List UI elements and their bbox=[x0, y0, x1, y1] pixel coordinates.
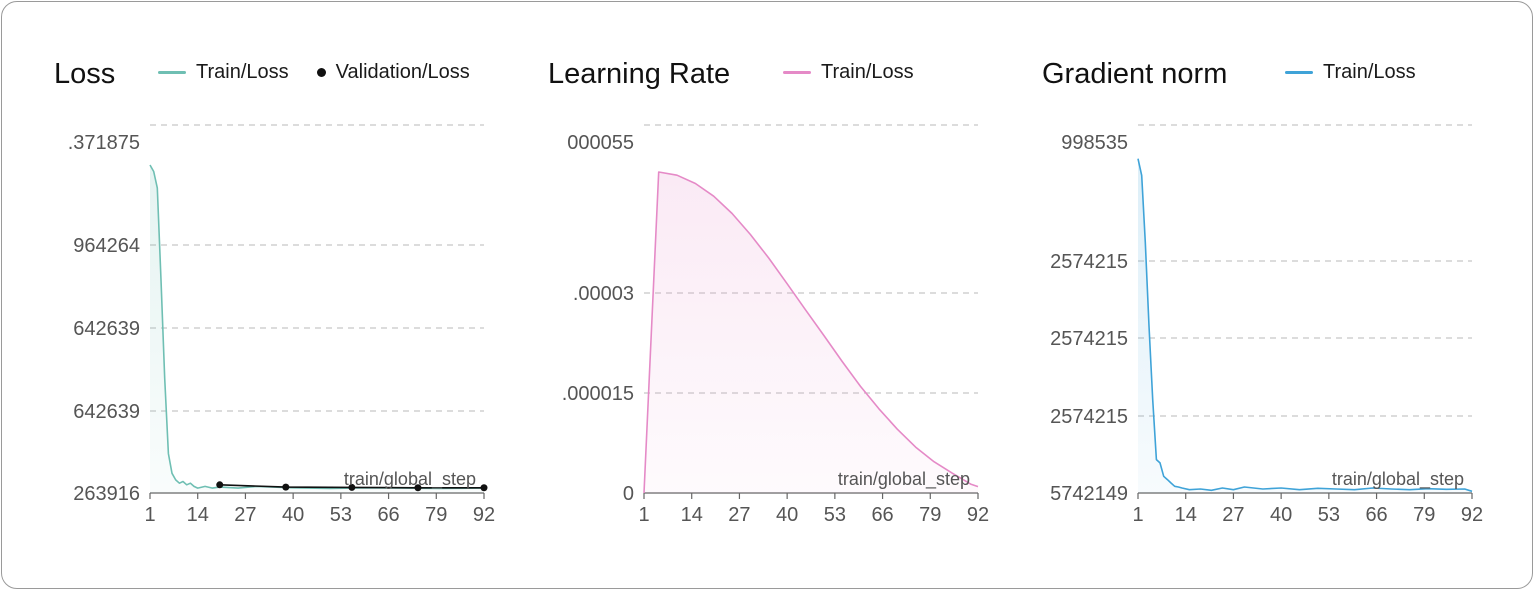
legend-swatch bbox=[783, 71, 811, 74]
y-tick-label: 642639 bbox=[73, 318, 140, 340]
legend-label: Train/Loss bbox=[196, 61, 289, 83]
x-tick-label: 27 bbox=[234, 504, 256, 526]
x-axis-label: train/global_step bbox=[1332, 469, 1464, 490]
x-tick-label: 79 bbox=[1413, 504, 1435, 526]
x-tick-label: 53 bbox=[824, 504, 846, 526]
gradient-norm-chart-panel: Gradient norm Train/Loss 998535 2574215 25… bbox=[1042, 42, 1512, 552]
legend-label: Train/Loss bbox=[821, 61, 914, 83]
x-tick-label: 92 bbox=[473, 504, 495, 526]
legend-item-train-loss[interactable]: Train/Loss bbox=[783, 61, 914, 84]
data-point bbox=[480, 484, 488, 492]
legend-label: Train/Loss bbox=[1323, 61, 1416, 83]
x-tick-label: 1 bbox=[638, 504, 649, 526]
x-tick-label: 1 bbox=[144, 504, 155, 526]
x-tick-label: 92 bbox=[967, 504, 989, 526]
y-tick-label: .000015 bbox=[562, 383, 634, 405]
x-tick-label: 1 bbox=[1132, 504, 1143, 526]
series-area-train-loss bbox=[150, 165, 484, 493]
legend-label: Validation/Loss bbox=[335, 61, 470, 83]
x-tick-label: 14 bbox=[681, 504, 703, 526]
data-point bbox=[282, 483, 290, 491]
x-tick-label: 14 bbox=[1175, 504, 1197, 526]
series-line-train-loss bbox=[1137, 158, 1473, 493]
y-tick-label: .371875 bbox=[68, 132, 140, 154]
x-axis-label: train/global_step bbox=[344, 469, 476, 490]
y-tick-label: 998535 bbox=[1061, 132, 1128, 154]
learning-rate-plot[interactable]: 000055 .00003 .000015 01 14 27 40 53 66 79 92 train… bbox=[548, 42, 998, 552]
y-tick-label: 2574215 bbox=[1050, 251, 1128, 273]
y-tick-label: 964264 bbox=[73, 235, 140, 257]
x-tick-label: 92 bbox=[1461, 504, 1483, 526]
legend-swatch bbox=[316, 68, 326, 77]
y-tick-label: 000055 bbox=[567, 132, 634, 154]
legend-item-validation-loss[interactable]: Validation/Loss bbox=[316, 61, 470, 84]
series-line-train-loss bbox=[643, 171, 979, 494]
x-tick-label: 79 bbox=[919, 504, 941, 526]
x-tick-label: 27 bbox=[1222, 504, 1244, 526]
x-tick-label: 40 bbox=[776, 504, 798, 526]
x-tick-label: 66 bbox=[377, 504, 399, 526]
legend-swatch bbox=[158, 71, 186, 74]
x-axis-label: train/global_step bbox=[838, 469, 970, 490]
x-tick-label: 53 bbox=[330, 504, 352, 526]
series-line-train-loss bbox=[149, 164, 485, 490]
legend-swatch bbox=[1285, 71, 1313, 74]
legend-item-train-loss[interactable]: Train/Loss bbox=[158, 61, 289, 84]
x-tick-label: 79 bbox=[425, 504, 447, 526]
chart-legend: Train/Loss bbox=[783, 61, 914, 84]
chart-legend: Train/Loss Validation/Loss bbox=[158, 61, 470, 84]
chart-title: Loss bbox=[54, 58, 116, 90]
x-tick-label: 40 bbox=[282, 504, 304, 526]
chart-title: Learning Rate bbox=[548, 58, 731, 90]
y-tick-label: 2574215 bbox=[1050, 406, 1128, 428]
x-tick-label: 53 bbox=[1318, 504, 1340, 526]
y-tick-label: 642639 bbox=[73, 401, 140, 423]
y-tick-label: .00003 bbox=[573, 283, 634, 305]
series-area-train-loss bbox=[644, 172, 978, 493]
data-point bbox=[216, 481, 224, 489]
y-tick-label: 2574215 bbox=[1050, 328, 1128, 350]
legend-item-train-loss[interactable]: Train/Loss bbox=[1285, 61, 1416, 84]
x-tick-label: 66 bbox=[1365, 504, 1387, 526]
series-area-train-loss bbox=[1138, 158, 1472, 493]
x-tick-label: 66 bbox=[871, 504, 893, 526]
y-tick-label: 263916 bbox=[73, 483, 140, 505]
learning-rate-chart-panel: Learning Rate Train/Loss 000055 .00003 .00… bbox=[548, 42, 1018, 552]
y-tick-label: 5742149 bbox=[1050, 483, 1128, 505]
chart-title: Gradient norm bbox=[1042, 58, 1228, 90]
x-tick-label: 27 bbox=[728, 504, 750, 526]
x-tick-label: 40 bbox=[1270, 504, 1292, 526]
y-tick-label: 0 bbox=[623, 483, 634, 505]
data-point bbox=[348, 483, 356, 491]
data-point bbox=[414, 484, 422, 492]
chart-legend: Train/Loss bbox=[1285, 61, 1416, 84]
x-tick-label: 14 bbox=[187, 504, 209, 526]
loss-chart-panel: Loss Train/Loss Validation/Loss .371875 9… bbox=[54, 42, 524, 552]
